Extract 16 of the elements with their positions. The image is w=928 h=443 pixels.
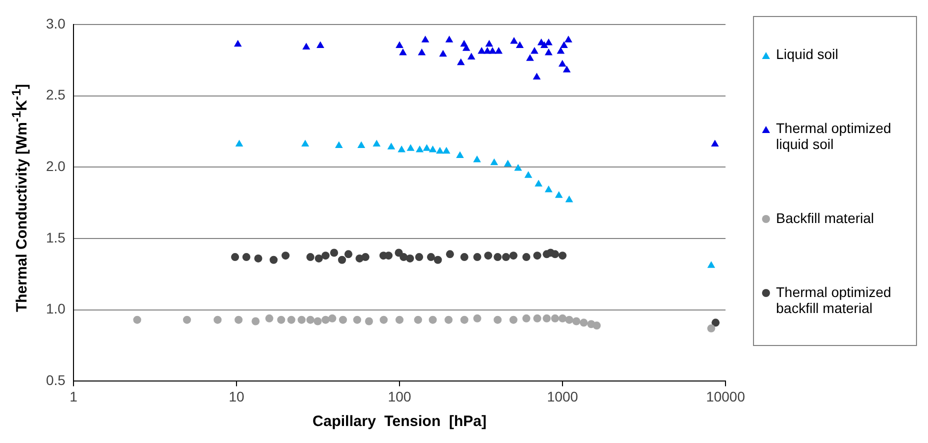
legend-label: Backfill material <box>776 210 874 226</box>
y-tick-label: 3.0 <box>46 15 66 32</box>
legend-label: Thermal optimized backfill material <box>776 284 892 316</box>
legend-label: Liquid soil <box>776 46 838 62</box>
y-tick-label: 2.0 <box>46 158 66 174</box>
legend-label: Thermal optimized liquid soil <box>776 120 892 152</box>
y-tick-label: 2.5 <box>46 86 66 103</box>
x-tick-label: 10000 <box>706 388 746 404</box>
x-tick-label: 1 <box>70 388 78 404</box>
x-tick-label: 10 <box>228 388 244 404</box>
y-tick-label: 1.5 <box>46 229 66 246</box>
x-tick-label: 100 <box>388 388 412 404</box>
y-tick-label: 0.5 <box>46 372 66 388</box>
y-tick-label: 1.0 <box>46 300 66 317</box>
x-tick-label: 1000 <box>546 388 578 404</box>
x-axis-title: Capillary Tension [hPa] <box>312 413 486 430</box>
